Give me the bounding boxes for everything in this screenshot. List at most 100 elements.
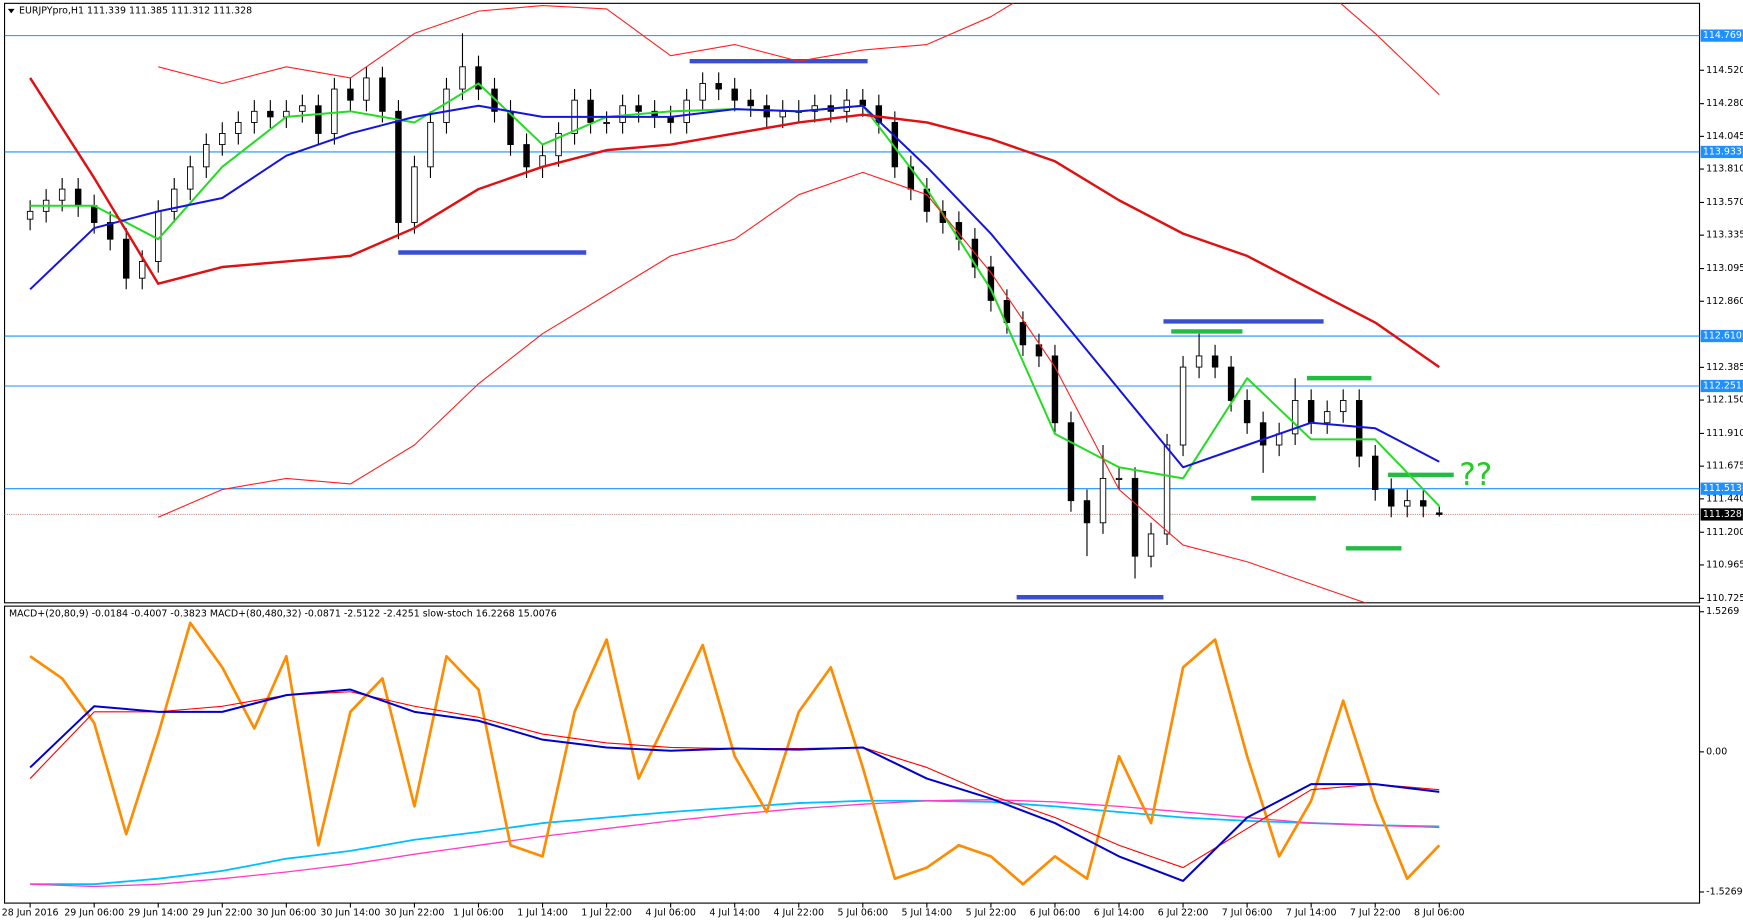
candle-body: [395, 110, 402, 223]
level-label: 112.610: [1703, 331, 1742, 342]
x-tick-label: 30 Jun 14:00: [320, 908, 380, 919]
candle-body: [475, 66, 482, 90]
indicator-line: [158, 3, 1440, 96]
y-tick-label: 0.00: [1706, 746, 1727, 757]
candle-body: [1115, 477, 1123, 480]
candle-body: [1227, 366, 1235, 401]
candle-body: [1035, 344, 1043, 357]
candle-body: [1211, 355, 1219, 368]
candle-body: [603, 122, 610, 125]
x-tick-label: 30 Jun 22:00: [384, 908, 444, 919]
y-tick-label: 111.440: [1706, 493, 1743, 504]
menu-triangle: [7, 8, 15, 14]
x-tick-label: 1 Jul 06:00: [453, 908, 504, 919]
y-tick-label: 1.5269: [1706, 606, 1739, 617]
indicator-line: [30, 799, 1440, 888]
x-tick-label: 4 Jul 14:00: [709, 908, 760, 919]
x-tick-label: 1 Jul 22:00: [581, 908, 632, 919]
candle-body: [1371, 455, 1379, 490]
x-tick-label: 4 Jul 06:00: [645, 908, 696, 919]
candle-body: [763, 105, 770, 118]
x-tick-label: 8 Jul 06:00: [1414, 908, 1465, 919]
candle-body: [1147, 533, 1155, 557]
axes: 114.520 114.280 114.045 113.810 113.570 113.3…: [2, 29, 1743, 919]
candle-body: [219, 132, 226, 146]
y-tick-label: 113.570: [1706, 197, 1743, 208]
candle-body: [1131, 477, 1139, 557]
y-tick-label: 110.725: [1706, 593, 1743, 604]
y-tick-label: 111.675: [1706, 461, 1743, 472]
candle-body: [171, 188, 178, 212]
x-tick-label: 28 Jun 2016: [2, 908, 59, 919]
candle-body: [1420, 500, 1427, 507]
x-tick-label: 7 Jul 06:00: [1222, 908, 1273, 919]
candle-body: [1195, 355, 1203, 368]
x-tick-label: 6 Jul 22:00: [1158, 908, 1209, 919]
y-tick-label: 112.860: [1706, 296, 1743, 307]
candle-body: [587, 99, 594, 123]
level-label: 111.513: [1703, 483, 1742, 494]
candle-body: [74, 188, 82, 207]
candle-body: [1355, 400, 1363, 457]
candle-body: [1163, 444, 1171, 535]
level-label-box: [1700, 379, 1743, 393]
x-tick-label: 6 Jul 14:00: [1094, 908, 1145, 919]
candle-body: [267, 110, 274, 118]
x-tick-label: 29 Jun 22:00: [192, 908, 252, 919]
level-label: 114.769: [1703, 30, 1742, 41]
x-tick-label: 29 Jun 06:00: [64, 908, 124, 919]
candle-body: [1051, 355, 1059, 424]
x-tick-label: 4 Jul 22:00: [773, 908, 824, 919]
y-tick-label: -1.5269: [1706, 886, 1742, 897]
y-tick-label: 111.910: [1706, 428, 1743, 439]
level-label-box: [1700, 329, 1743, 343]
x-tick-label: 7 Jul 22:00: [1350, 908, 1401, 919]
candle-body: [138, 261, 146, 279]
current-price-label: 111.328: [1703, 509, 1742, 520]
candle-body: [731, 88, 738, 101]
y-tick-label: 110.965: [1706, 559, 1743, 570]
candle-body: [635, 105, 642, 112]
y-tick-label: 114.520: [1706, 65, 1743, 76]
level-label: 113.933: [1703, 146, 1742, 157]
y-tick-label: 113.810: [1706, 164, 1743, 175]
y-tick-label: 112.150: [1706, 395, 1743, 406]
indicator-line: [158, 171, 1367, 603]
candle-body: [443, 88, 450, 123]
candle-body: [1259, 422, 1267, 446]
main-plot: ??: [4, 3, 1700, 603]
candle-body: [363, 77, 370, 101]
candle-body: [699, 83, 706, 101]
candle-body: [347, 88, 354, 101]
candle-body: [1179, 366, 1187, 446]
candle-body: [58, 188, 66, 201]
candle-body: [811, 105, 818, 112]
level-label-box: [1700, 482, 1743, 495]
candle-body: [1436, 512, 1443, 515]
x-tick-label: 6 Jul 06:00: [1030, 908, 1081, 919]
candle-body: [619, 105, 626, 123]
indicator-line: [30, 799, 1440, 886]
candle-body: [1339, 400, 1347, 413]
macd-plot: [29, 621, 1441, 888]
candle-body: [106, 222, 114, 240]
main-panel-frame: [3, 2, 1701, 604]
candle-body: [1083, 500, 1091, 524]
candle-body: [26, 210, 34, 220]
x-tick-label: 5 Jul 06:00: [838, 908, 889, 919]
candle-body: [379, 77, 386, 112]
candle-body: [1323, 411, 1331, 424]
current-price-box: [1700, 508, 1743, 521]
x-tick-label: 5 Jul 22:00: [966, 908, 1017, 919]
candle-body: [251, 110, 258, 123]
level-label: 112.251: [1703, 381, 1742, 392]
candle-body: [459, 66, 466, 90]
candle-body: [1099, 477, 1107, 524]
candle-body: [1019, 322, 1027, 346]
y-tick-label: 113.335: [1706, 230, 1743, 241]
x-tick-label: 30 Jun 06:00: [256, 908, 316, 919]
candle-body: [1388, 489, 1395, 507]
annotation: ??: [1459, 457, 1492, 493]
